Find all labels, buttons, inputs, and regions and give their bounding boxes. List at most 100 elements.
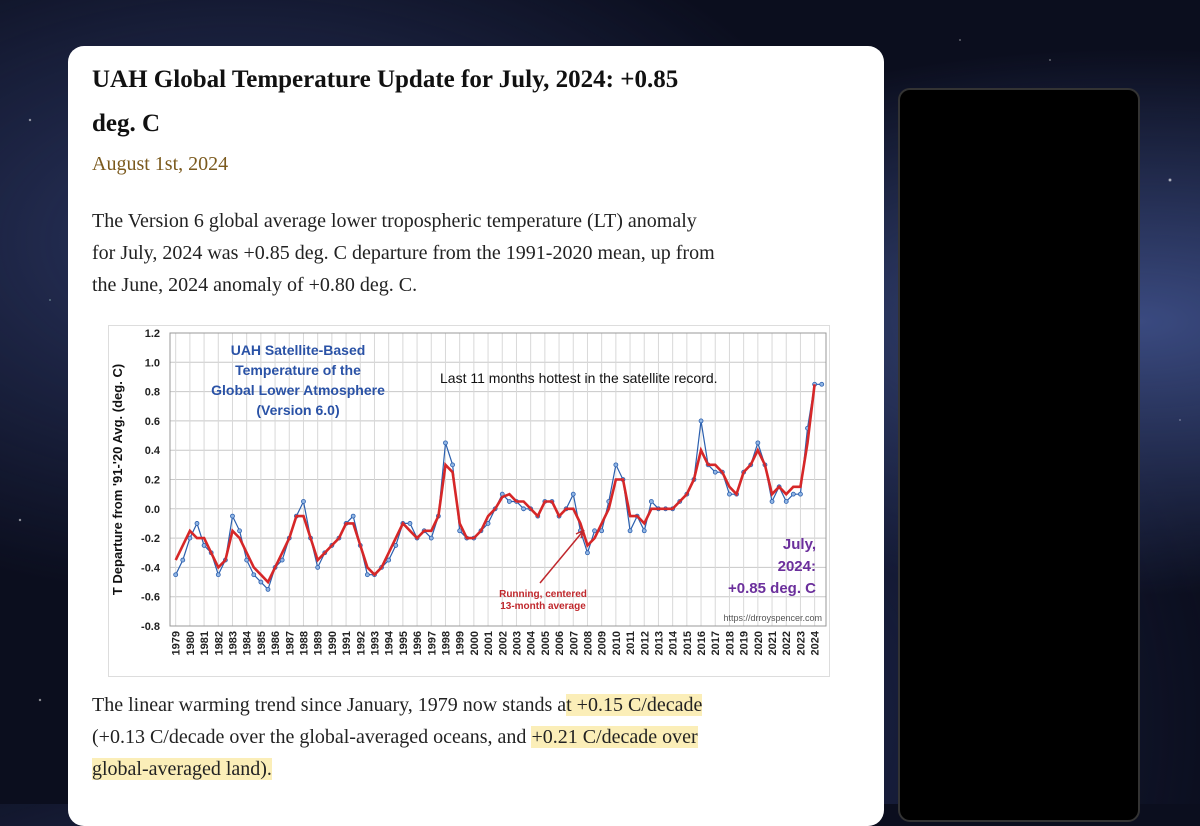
y-axis-label: T Departure from '91-'20 Avg. (deg. C) [110, 364, 125, 595]
highlighted-text: global-averaged land). [92, 758, 272, 780]
data-point [783, 499, 789, 504]
data-point [592, 528, 597, 534]
x-tick-label: 1997 [426, 631, 438, 655]
data-point [755, 440, 761, 446]
x-tick-label: 2007 [568, 631, 580, 655]
chart-title: Global Lower Atmosphere [211, 382, 385, 398]
data-point [237, 528, 242, 534]
data-point [173, 572, 179, 578]
data-point [230, 513, 235, 519]
data-point [485, 521, 491, 526]
x-tick-label: 1983 [227, 631, 239, 655]
chart-frame [108, 325, 830, 677]
y-tick-label: 1.2 [145, 328, 160, 340]
text-line: for July, 2024 was +0.85 deg. C departur… [92, 242, 715, 264]
x-tick-label: 1998 [440, 631, 452, 655]
data-point [201, 543, 207, 548]
data-point [393, 543, 399, 548]
x-tick-label: 1995 [398, 631, 410, 655]
text-line: the June, 2024 anomaly of +0.80 deg. C. [92, 274, 418, 296]
data-point [585, 550, 590, 556]
data-point [386, 557, 392, 563]
data-point [727, 491, 732, 497]
data-point [521, 506, 526, 512]
data-point [798, 491, 803, 497]
x-tick-label: 2022 [781, 631, 793, 655]
data-point [641, 528, 647, 534]
plot-border [169, 332, 827, 627]
article-date: August 1st, 2024 [92, 153, 229, 175]
latest-note: +0.85 deg. C [728, 580, 816, 597]
x-tick-label: 2005 [540, 631, 552, 655]
x-tick-label: 2020 [753, 631, 765, 655]
y-tick-label: 0.2 [145, 475, 160, 487]
data-point [457, 528, 463, 534]
intro-paragraph: The Version 6 global average lower tropo… [92, 205, 715, 301]
x-tick-label: 2013 [653, 631, 665, 655]
data-point [570, 491, 576, 497]
y-tick-label: 0.6 [145, 416, 160, 428]
x-tick-label: 2008 [582, 631, 594, 655]
x-tick-label: 2001 [483, 631, 495, 655]
data-point [251, 572, 257, 578]
x-tick-label: 2006 [554, 631, 566, 655]
text-line: global-averaged land). [92, 753, 702, 785]
running-note: 13-month average [500, 601, 586, 612]
x-tick-label: 1980 [185, 631, 197, 655]
x-tick-label: 1984 [242, 630, 254, 655]
x-tick-label: 1996 [412, 631, 424, 655]
data-point [712, 469, 718, 475]
x-tick-label: 1991 [341, 631, 353, 655]
data-point [627, 528, 633, 534]
x-tick-label: 2004 [526, 630, 538, 655]
closing-paragraph: The linear warming trend since January, … [92, 689, 703, 785]
x-tick-label: 2002 [497, 631, 509, 655]
x-tick-label: 2017 [710, 631, 722, 655]
x-tick-label: 2016 [696, 631, 708, 655]
y-tick-label: -0.8 [141, 621, 160, 633]
latest-note: July, [783, 536, 816, 553]
highlighted-text: +0.21 C/decade over [531, 726, 698, 748]
arrow [539, 529, 585, 584]
text-line: The Version 6 global average lower tropo… [92, 210, 697, 232]
data-point [599, 528, 605, 534]
data-line [174, 384, 816, 585]
x-tick-label: 2015 [682, 631, 694, 655]
x-tick-label: 2011 [625, 631, 637, 655]
x-tick-label: 1993 [369, 631, 381, 655]
highlighted-text: t +0.15 C/decade [566, 694, 703, 716]
y-tick-label: 0.0 [145, 504, 160, 516]
y-tick-label: -0.4 [141, 562, 161, 574]
data-point [194, 521, 200, 526]
data-point [613, 462, 619, 468]
y-tick-label: 1.0 [145, 357, 160, 369]
x-tick-label: 1992 [355, 631, 367, 655]
x-tick-label: 2023 [795, 631, 807, 655]
y-tick-label: -0.6 [141, 592, 160, 604]
data-point [443, 440, 448, 446]
data-point [301, 499, 306, 504]
data-point [407, 521, 413, 526]
data-point [506, 499, 512, 504]
source: https://drroyspencer.com [723, 613, 822, 623]
data-point [364, 572, 370, 578]
x-tick-label: 2024 [810, 630, 822, 655]
chart-title: (Version 6.0) [256, 402, 339, 418]
x-tick-label: 2000 [469, 631, 481, 655]
data-point [315, 564, 321, 570]
x-tick-label: 2014 [668, 630, 680, 655]
x-tick-label: 1981 [199, 631, 211, 655]
chart: -0.8 -0.6 -0.4 -0.2 0.0 0.2 0.4 0.6 0.8 1.0 1.2 197… [108, 325, 830, 677]
x-tick-label: 2012 [639, 631, 651, 655]
y-tick-label: 0.8 [145, 387, 160, 399]
x-tick-label: 1985 [256, 631, 268, 655]
title-line: deg. C [92, 110, 161, 137]
data-point [215, 572, 221, 578]
data-point [698, 418, 704, 424]
text: (+0.13 C/decade over the global-averaged… [92, 726, 532, 748]
x-tick-label: 1987 [284, 631, 296, 655]
chart-title: Temperature of the [235, 362, 361, 378]
x-tick-label: 1989 [313, 631, 325, 655]
x-tick-label: 1986 [270, 631, 282, 655]
